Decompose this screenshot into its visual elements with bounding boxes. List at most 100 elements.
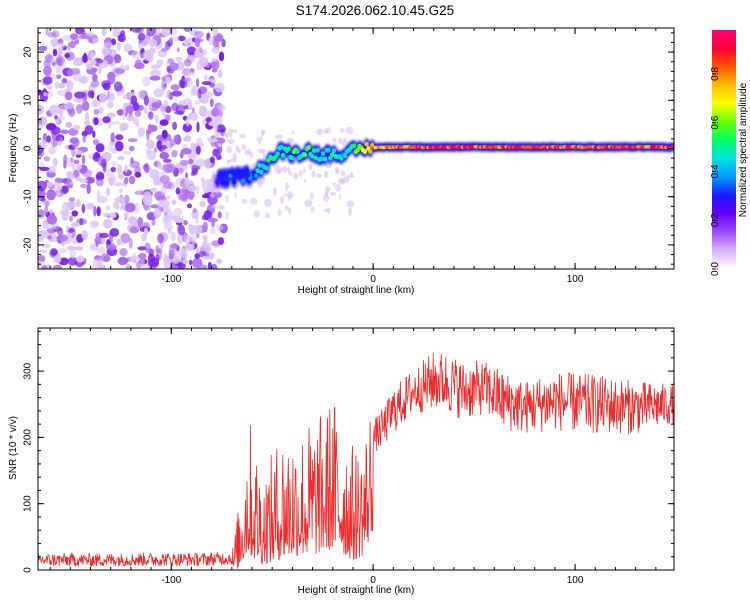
noise-blob <box>130 95 138 105</box>
noise-blob <box>125 263 131 269</box>
noise-blob <box>188 158 194 165</box>
noise-blob <box>214 82 225 93</box>
noise-blob <box>66 80 72 89</box>
noise-blob <box>159 151 170 160</box>
noise-blob <box>148 257 160 268</box>
noise-blob <box>58 48 63 56</box>
noise-blob <box>110 132 115 143</box>
noise-blob <box>117 164 123 175</box>
noise-blob <box>48 146 56 155</box>
noise-blob <box>226 196 229 204</box>
noise-blob <box>56 185 60 197</box>
noise-blob <box>164 205 171 212</box>
snr-series-line <box>38 352 674 569</box>
noise-blob <box>106 112 116 118</box>
y-tick-label: 100 <box>23 495 34 512</box>
noise-blob <box>41 196 46 202</box>
spectrogram-signal <box>214 138 674 190</box>
noise-blob <box>164 214 170 223</box>
noise-blob <box>173 207 183 217</box>
noise-blob <box>69 33 79 40</box>
noise-blob <box>55 66 60 74</box>
noise-blob <box>209 227 216 235</box>
noise-blob <box>161 80 167 91</box>
noise-blob <box>210 61 218 68</box>
noise-blob <box>227 138 235 144</box>
noise-blob <box>64 52 71 59</box>
noise-blob <box>119 248 128 257</box>
noise-blob <box>102 41 113 48</box>
noise-blob <box>80 183 87 189</box>
noise-blob <box>151 218 156 226</box>
noise-blob <box>38 261 42 268</box>
noise-blob <box>281 166 288 173</box>
noise-blob <box>211 46 220 54</box>
noise-blob <box>72 169 80 179</box>
noise-blob <box>325 127 332 135</box>
noise-blob <box>287 166 291 175</box>
noise-blob <box>184 176 189 185</box>
noise-blob <box>201 255 211 260</box>
noise-blob <box>114 54 122 64</box>
noise-blob <box>243 150 251 156</box>
noise-blob <box>72 124 81 131</box>
snr-ticks: -100 0 100 0 100 200 300 <box>23 328 674 586</box>
noise-blob <box>163 100 169 108</box>
noise-blob <box>146 28 156 37</box>
noise-blob <box>180 247 188 259</box>
noise-blob <box>137 216 144 228</box>
noise-blob <box>117 34 126 43</box>
noise-blob <box>131 50 142 59</box>
noise-blob <box>346 200 355 208</box>
noise-blob <box>194 99 201 105</box>
noise-blob <box>103 218 113 229</box>
noise-blob <box>123 194 130 204</box>
noise-blob <box>199 200 206 208</box>
noise-blob <box>191 257 203 268</box>
noise-blob <box>98 173 105 180</box>
noise-blob <box>165 195 171 200</box>
noise-blob <box>107 71 116 80</box>
noise-blob <box>153 176 163 185</box>
noise-blob <box>92 139 100 145</box>
noise-blob <box>76 164 82 170</box>
noise-blob <box>98 92 107 103</box>
noise-blob <box>316 173 322 179</box>
noise-blob <box>122 94 128 100</box>
noise-blob <box>40 139 47 149</box>
noise-blob <box>69 40 76 49</box>
noise-blob <box>262 151 265 161</box>
signal-cell <box>279 144 284 150</box>
noise-blob <box>165 76 171 84</box>
noise-blob <box>47 166 57 174</box>
noise-blob <box>109 228 120 237</box>
noise-blob <box>257 180 263 188</box>
noise-blob <box>339 128 345 133</box>
signal-cell <box>224 180 229 186</box>
noise-blob <box>234 191 237 198</box>
noise-blob <box>209 252 215 260</box>
noise-blob <box>123 211 129 219</box>
noise-blob <box>287 207 292 215</box>
noise-blob <box>185 243 195 252</box>
noise-blob <box>272 187 277 197</box>
noise-blob <box>283 193 287 197</box>
noise-blob <box>108 48 117 58</box>
signal-cell <box>355 147 360 153</box>
noise-blob <box>253 210 260 218</box>
noise-blob <box>200 48 207 56</box>
noise-blob <box>208 121 217 127</box>
noise-blob <box>93 108 100 115</box>
noise-blob <box>311 170 316 178</box>
noise-blob <box>76 199 81 208</box>
noise-blob <box>212 28 218 37</box>
noise-blob <box>216 258 223 264</box>
signal-cell <box>222 171 228 177</box>
noise-blob <box>89 220 99 229</box>
noise-blob <box>109 212 117 219</box>
noise-blob <box>215 34 222 43</box>
noise-blob <box>116 241 126 246</box>
y-tick-label: 0 <box>23 145 34 151</box>
noise-blob <box>91 37 99 44</box>
noise-blob <box>170 264 179 269</box>
